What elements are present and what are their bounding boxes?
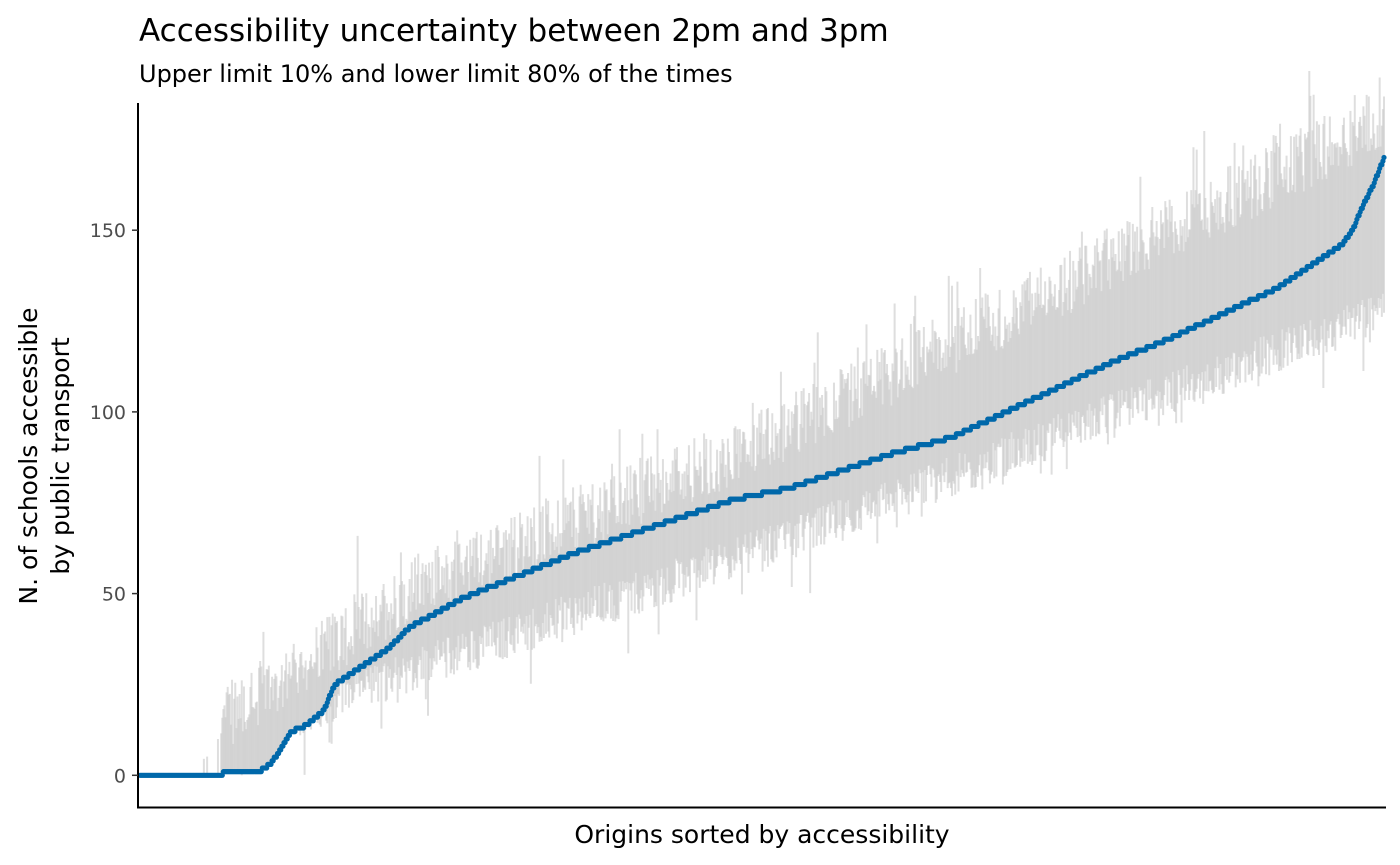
chart-subtitle: Upper limit 10% and lower limit 80% of t… <box>139 60 733 88</box>
y-tick-label: 100 <box>90 402 126 424</box>
y-tick-label: 150 <box>90 220 126 242</box>
y-axis-label-line-1: N. of schools accessible <box>14 307 43 604</box>
y-axis-label-line-2: by public transport <box>46 337 75 574</box>
y-axis-ticks: 0 50 100 150 <box>90 220 138 787</box>
y-tick-label: 0 <box>114 765 126 787</box>
chart-title: Accessibility uncertainty between 2pm an… <box>139 13 889 49</box>
uncertainty-ranges <box>202 71 1385 776</box>
x-axis-label: Origins sorted by accessibility <box>574 820 949 849</box>
y-tick-label: 50 <box>102 584 126 606</box>
median-points <box>137 154 1387 778</box>
median-point <box>1381 154 1387 161</box>
